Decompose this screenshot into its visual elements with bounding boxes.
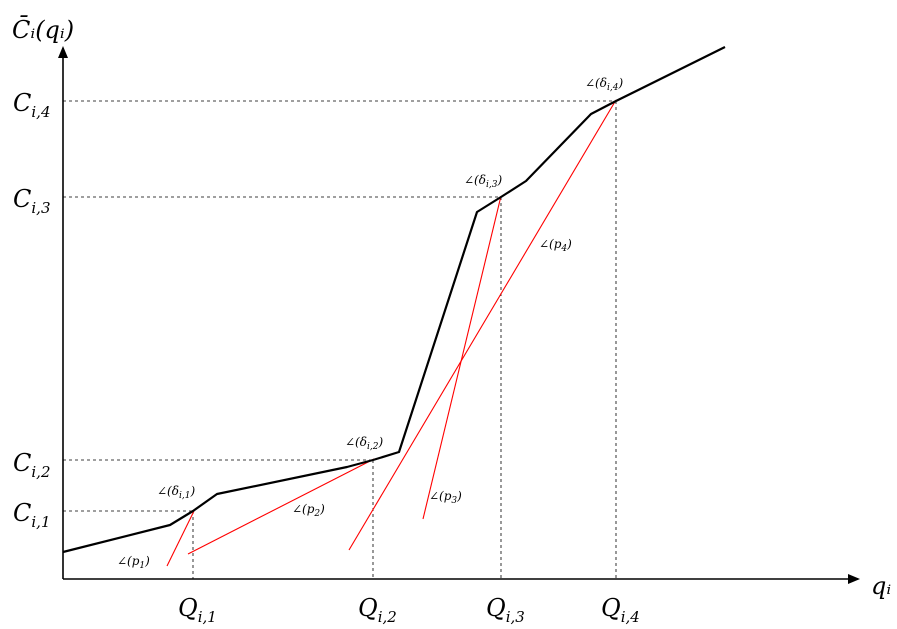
y-tick-c3: Ci,3	[13, 185, 50, 217]
angle-delta2: ∠(δi,2)	[345, 435, 383, 452]
x-tick-labels: Qi,1 Qi,2 Qi,3 Qi,4	[178, 594, 640, 626]
tangent-lines	[166, 99, 617, 567]
cost-curve	[62, 46, 726, 554]
angle-p1: ∠(p1)	[117, 554, 150, 571]
line-p4	[348, 99, 617, 551]
angle-p3: ∠(p3)	[429, 489, 462, 506]
y-tick-c4: Ci,4	[13, 89, 50, 121]
y-tick-c2: Ci,2	[13, 449, 50, 481]
x-axis-label: qᵢ	[871, 572, 891, 600]
angle-delta4: ∠(δi,4)	[585, 76, 623, 93]
line-p2	[187, 458, 375, 555]
y-axis-label: C̄ᵢ(qᵢ)	[12, 16, 74, 44]
x-tick-q2: Qi,2	[358, 594, 397, 626]
x-tick-q3: Qi,3	[486, 594, 525, 626]
guide-lines	[63, 100, 617, 579]
angle-delta1: ∠(δi,1)	[157, 484, 195, 501]
angle-labels: ∠(δi,1) ∠(δi,2) ∠(δi,3) ∠(δi,4) ∠(p1) ∠(…	[117, 76, 623, 571]
angle-p4: ∠(p4)	[539, 237, 572, 254]
angle-p2: ∠(p2)	[292, 502, 325, 519]
line-p3	[422, 195, 502, 520]
x-tick-q4: Qi,4	[601, 594, 640, 626]
angle-delta3: ∠(δi,3)	[464, 173, 502, 190]
y-tick-c1: Ci,1	[13, 499, 50, 531]
x-tick-q1: Qi,1	[178, 594, 217, 626]
y-tick-labels: Ci,1 Ci,2 Ci,3 Ci,4	[13, 89, 50, 531]
line-p1	[166, 510, 195, 567]
